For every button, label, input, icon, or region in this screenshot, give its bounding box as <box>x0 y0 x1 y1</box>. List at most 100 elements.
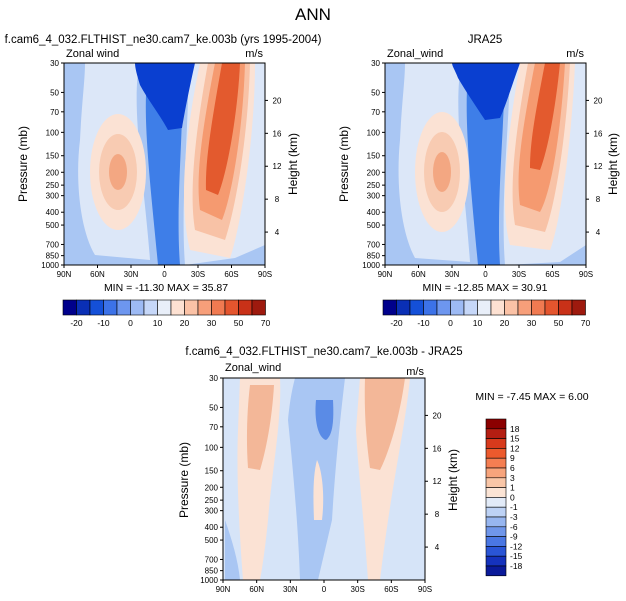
y-tick-label: 850 <box>46 252 60 261</box>
colorbar-label: 30 <box>207 318 217 328</box>
colorbar-label: -12 <box>510 541 523 551</box>
colorbar-swatch <box>184 299 199 316</box>
colorbar-swatch <box>143 299 158 316</box>
panel-difference-plot <box>222 377 426 581</box>
height-tick-label: 16 <box>273 129 282 138</box>
panel-model-units: m/s <box>245 48 263 60</box>
colorbar-swatch <box>485 506 507 518</box>
panel-model-height-ticks: 4 8 12 16 20 <box>265 96 282 237</box>
colorbar-label: -10 <box>97 318 110 328</box>
y-tick-label: 700 <box>46 240 60 249</box>
colorbar-swatch <box>224 299 239 316</box>
colorbar-label: -6 <box>510 522 518 532</box>
colorbar-swatch <box>62 299 77 316</box>
y-tick-label: 50 <box>371 88 380 97</box>
colorbar-swatch <box>485 438 507 449</box>
colorbar-swatch <box>485 555 507 567</box>
y-tick-label: 400 <box>46 208 60 217</box>
colorbar-label: -20 <box>390 318 403 328</box>
colorbar-swatch <box>485 546 507 557</box>
panel-reference-plot <box>384 62 587 266</box>
contour-nh-jet-core <box>433 152 451 192</box>
x-tick-label: 30N <box>283 585 298 594</box>
contour-diff-pos-small <box>313 460 324 520</box>
colorbar-label: 20 <box>180 318 190 328</box>
colorbar-swatch <box>504 299 519 316</box>
x-tick-label: 30N <box>124 270 139 279</box>
x-tick-label: 90N <box>378 270 393 279</box>
colorbar-label: 70 <box>261 318 271 328</box>
panel-model-minmax: MIN = -11.30 MAX = 35.87 <box>104 282 228 294</box>
x-tick-label: 0 <box>322 585 327 594</box>
page-title: ANN <box>295 5 331 24</box>
colorbar-swatch <box>485 526 507 537</box>
y-tick-label: 30 <box>50 59 59 68</box>
y-tick-label: 500 <box>46 221 60 230</box>
y-tick-label: 70 <box>209 423 218 432</box>
colorbar-label: 10 <box>473 318 483 328</box>
contour-nh-jet-core <box>109 154 127 190</box>
colorbar-swatch <box>485 497 507 508</box>
colorbar-swatch <box>544 299 559 316</box>
panel-difference: f.cam6_4_032.FLTHIST_ne30.cam7_ke.003b -… <box>177 346 589 594</box>
x-tick-label: 90S <box>579 270 593 279</box>
colorbar-swatch <box>485 516 507 528</box>
x-tick-label: 60N <box>249 585 264 594</box>
panel-reference-minmax: MIN = -12.85 MAX = 30.91 <box>423 282 548 294</box>
y-tick-label: 300 <box>46 192 60 201</box>
colorbar-swatch <box>477 299 492 316</box>
panel-reference: JRA25 Zonal_wind m/s 3050701001502002503… <box>337 34 620 328</box>
y-tick-label: 1000 <box>362 261 380 270</box>
height-tick-label: 4 <box>596 228 601 237</box>
x-tick-label: 30N <box>445 270 460 279</box>
y-tick-label: 300 <box>367 192 381 201</box>
y-tick-label: 200 <box>46 168 60 177</box>
y-tick-label: 1000 <box>200 576 218 585</box>
panel-reference-ylabel: Pressure (mb) <box>337 126 351 202</box>
panel-model-ylabel: Pressure (mb) <box>16 126 30 202</box>
contour-easterlies <box>135 63 195 130</box>
colorbar-swatch <box>423 299 438 316</box>
colorbar-swatch <box>485 418 507 430</box>
panel-difference-minmax: MIN = -7.45 MAX = 6.00 <box>475 391 588 403</box>
height-tick-label: 20 <box>594 96 603 105</box>
colorbar-swatch <box>571 299 586 316</box>
colorbar-swatch <box>558 299 573 316</box>
contour-diff-pos-nh-core <box>246 385 274 470</box>
contour-diff-neg-low <box>225 520 240 580</box>
colorbar-swatch <box>485 448 507 459</box>
x-tick-label: 60N <box>90 270 105 279</box>
x-tick-label: 90N <box>216 585 231 594</box>
height-tick-label: 20 <box>433 411 442 420</box>
y-tick-label: 400 <box>367 208 381 217</box>
colorbar-swatch <box>238 299 253 316</box>
colorbar-swatch <box>409 299 424 316</box>
x-tick-label: 90N <box>57 270 72 279</box>
panel-reference-title: JRA25 <box>468 34 503 46</box>
colorbar-swatch <box>450 299 465 316</box>
x-tick-label: 30S <box>351 585 365 594</box>
colorbar-label: -3 <box>510 512 518 522</box>
colorbar-swatch <box>130 299 145 316</box>
y-tick-label: 30 <box>209 374 218 383</box>
height-tick-label: 12 <box>433 477 442 486</box>
colorbar-label: 6 <box>510 463 515 473</box>
x-tick-label: 30S <box>512 270 526 279</box>
height-tick-label: 8 <box>435 510 440 519</box>
contour-sh-jet-core <box>205 63 240 195</box>
colorbar-swatch <box>485 536 507 547</box>
y-tick-label: 70 <box>371 108 380 117</box>
colorbar-swatch <box>485 565 507 577</box>
contour-easterlies <box>452 63 520 120</box>
colorbar-swatch <box>436 299 451 316</box>
panel-model-title: f.cam6_4_032.FLTHIST_ne30.cam7_ke.003b (… <box>5 34 322 46</box>
y-tick-label: 700 <box>205 555 219 564</box>
x-tick-label: 60S <box>545 270 559 279</box>
panel-difference-field-label: Zonal_wind <box>225 362 281 374</box>
panel-model-ylabel-right: Height (km) <box>286 133 300 195</box>
colorbar-label: 15 <box>510 434 520 444</box>
